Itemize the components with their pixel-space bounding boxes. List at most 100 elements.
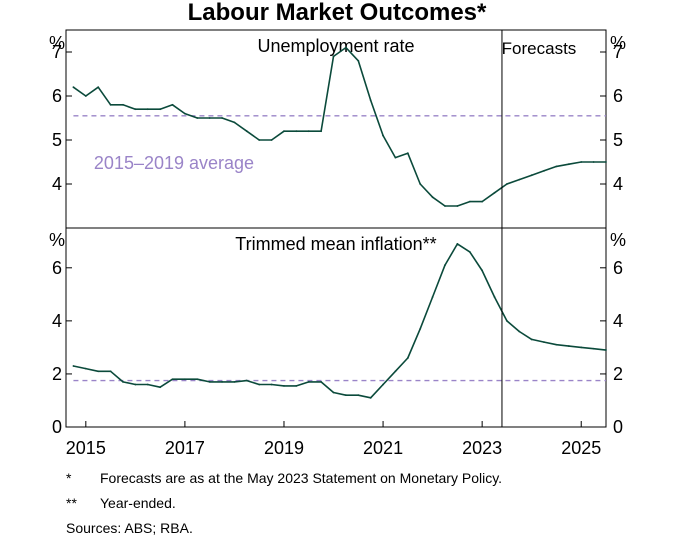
data-point [270, 139, 273, 141]
data-point [97, 86, 100, 89]
data-point [258, 139, 261, 141]
data-point [543, 341, 545, 343]
data-point [320, 130, 323, 133]
data-point [555, 165, 558, 168]
data-point [406, 152, 409, 155]
average-label: 2015–2019 average [94, 153, 254, 173]
data-point [146, 108, 149, 111]
data-point [84, 95, 87, 97]
data-point [208, 380, 211, 383]
y-tick-label-left: 4 [52, 174, 62, 194]
data-point [307, 380, 310, 383]
forecast-label: Forecasts [502, 39, 577, 58]
data-point [270, 383, 273, 386]
data-point [506, 319, 508, 322]
data-point [208, 117, 211, 119]
data-point [567, 163, 570, 166]
y-tick-label-left: 4 [52, 311, 62, 331]
data-point [530, 174, 533, 177]
data-point [134, 108, 137, 111]
data-point [481, 200, 484, 203]
y-tick-label-right: 6 [613, 86, 623, 106]
data-point [183, 378, 186, 381]
y-tick-label-left: 5 [52, 130, 62, 150]
data-point [72, 86, 75, 89]
data-point [171, 378, 174, 381]
x-tick-label: 2019 [264, 438, 304, 458]
data-point [146, 383, 149, 386]
unemployment-rate-line [72, 46, 606, 207]
data-point [345, 394, 347, 397]
y-tick-label-right: 4 [613, 311, 623, 331]
data-point [233, 121, 236, 124]
panel-title: Unemployment rate [257, 36, 414, 56]
data-point [592, 161, 595, 163]
data-point [283, 130, 285, 133]
data-point [592, 347, 595, 350]
data-point [394, 156, 397, 159]
data-point [196, 378, 199, 381]
x-tick-label: 2021 [363, 438, 403, 458]
data-point [171, 103, 174, 106]
data-point [518, 178, 521, 181]
data-point [444, 205, 446, 207]
y-tick-label-left: 6 [52, 86, 62, 106]
data-points [72, 46, 607, 207]
data-point [307, 130, 310, 133]
data-point [419, 183, 422, 185]
y-tick-label-right: 7 [613, 42, 623, 62]
data-point [468, 250, 471, 253]
data-point [84, 367, 87, 370]
data-point [72, 365, 75, 367]
panel-frame [65, 29, 607, 229]
data-point [196, 117, 199, 119]
data-point [221, 380, 223, 383]
data-point [518, 330, 521, 333]
data-point [159, 108, 162, 111]
y-ticks: 0 0 2 2 4 4 6 6 [52, 258, 623, 437]
data-point [406, 357, 409, 359]
data-point [481, 269, 484, 272]
data-point [233, 380, 236, 383]
data-point [394, 370, 397, 373]
data-point [122, 103, 124, 106]
data-point [245, 379, 248, 382]
y-tick-label-left: 0 [52, 417, 62, 437]
data-point [567, 345, 570, 347]
panel-unemployment: Unemployment rate % % Forecasts 2015–201… [49, 29, 626, 229]
y-tick-label-left: 6 [52, 258, 62, 278]
x-tick-label: 2023 [462, 438, 502, 458]
right-unit-label: % [610, 33, 626, 53]
x-tick-label: 2015 [66, 438, 106, 458]
data-points [72, 243, 607, 399]
data-point [122, 380, 124, 383]
data-point [493, 296, 496, 298]
data-point [605, 161, 607, 163]
trimmed-mean-inflation-line [73, 243, 607, 399]
data-point [283, 384, 285, 387]
data-point [580, 161, 583, 163]
chart-title: Labour Market Outcomes* [188, 0, 487, 26]
data-point [580, 346, 583, 349]
data-point [332, 55, 335, 58]
x-axis-ticks: 2015 2017 2019 2021 2023 2025 [66, 421, 601, 458]
x-tick-label: 2017 [165, 438, 205, 458]
data-point [183, 112, 186, 115]
panel-title: Trimmed mean inflation** [235, 234, 436, 254]
data-point [357, 59, 360, 62]
y-tick-label-right: 5 [613, 130, 623, 150]
data-point [369, 99, 372, 102]
footnote-text: Year-ended. [100, 495, 176, 511]
data-point [419, 327, 422, 330]
data-point [468, 200, 471, 203]
panel-frame [65, 227, 607, 428]
data-point [159, 386, 162, 389]
x-tick-label: 2025 [561, 438, 601, 458]
footnote-text: Forecasts are as at the May 2023 Stateme… [100, 470, 503, 486]
y-ticks: 4 4 5 5 6 6 7 7 [52, 42, 623, 194]
data-point [109, 103, 112, 106]
data-point [605, 349, 607, 351]
data-point [320, 380, 323, 383]
y-tick-label-right: 6 [613, 258, 623, 278]
